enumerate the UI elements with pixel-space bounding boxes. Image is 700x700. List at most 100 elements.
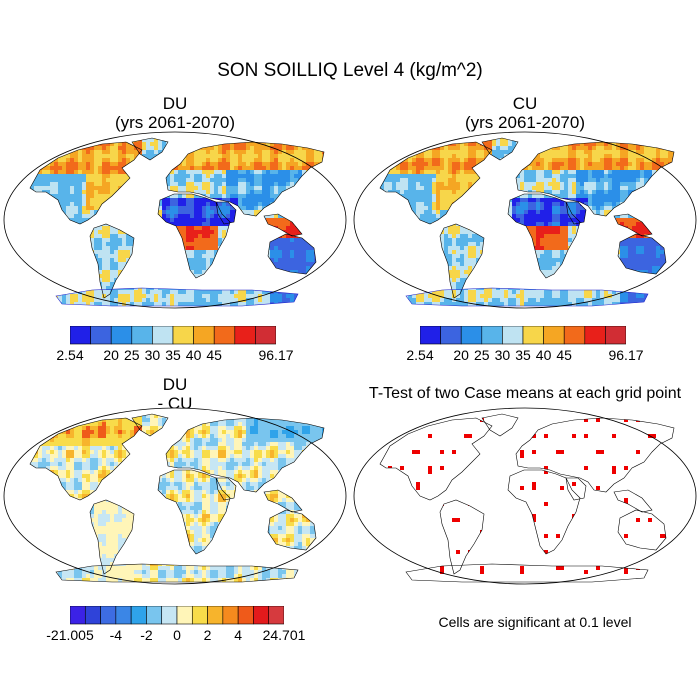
grid-cell <box>346 154 348 158</box>
grid-cell <box>496 138 500 142</box>
grid-cell <box>448 146 452 150</box>
grid-cell <box>278 154 282 158</box>
grid-cell <box>372 158 376 162</box>
grid-cell <box>246 194 250 198</box>
grid-cell <box>74 302 78 306</box>
grid-cell <box>254 210 258 214</box>
grid-cell <box>194 150 198 154</box>
grid-cell <box>182 298 186 302</box>
grid-cell <box>608 146 612 150</box>
grid-cell <box>50 178 54 182</box>
grid-cell <box>468 146 472 150</box>
grid-cell <box>472 142 476 146</box>
grid-cell <box>22 138 26 142</box>
grid-cell <box>376 134 380 138</box>
grid-cell <box>306 290 310 294</box>
globe-border <box>3 131 347 309</box>
grid-cell <box>338 190 342 194</box>
grid-cell <box>166 290 170 294</box>
grid-cell <box>448 130 452 134</box>
grid-cell <box>672 138 674 142</box>
grid-cell <box>278 150 282 154</box>
grid-cell <box>250 146 254 150</box>
grid-cell <box>428 142 432 146</box>
grid-cell <box>400 142 404 146</box>
grid-cell <box>290 166 294 170</box>
grid-cell <box>352 170 356 174</box>
grid-cell <box>580 174 584 178</box>
grid-cell <box>356 134 360 138</box>
grid-cell <box>604 162 608 166</box>
grid-cell <box>42 150 46 154</box>
grid-cell <box>210 154 214 158</box>
grid-cell <box>58 294 62 298</box>
grid-cell <box>420 170 424 174</box>
grid-cell <box>118 258 122 262</box>
grid-cell <box>258 178 262 182</box>
grid-cell <box>266 186 270 190</box>
grid-cell <box>346 270 348 274</box>
grid-cell <box>298 130 302 134</box>
grid-cell <box>202 242 206 246</box>
grid-cell <box>306 150 310 154</box>
grid-cell <box>126 306 130 310</box>
grid-cell <box>90 174 94 178</box>
grid-cell <box>298 170 302 174</box>
grid-cell <box>484 130 488 134</box>
grid-cell <box>262 162 266 166</box>
grid-cell <box>604 150 608 154</box>
grid-cell <box>42 134 46 138</box>
grid-cell <box>294 226 298 230</box>
grid-cell <box>82 294 86 298</box>
grid-cell <box>210 306 214 310</box>
grid-cell <box>98 270 102 274</box>
grid-cell <box>644 174 648 178</box>
grid-cell <box>178 206 182 210</box>
grid-cell <box>230 170 234 174</box>
grid-cell <box>114 162 118 166</box>
grid-cell <box>6 190 10 194</box>
grid-cell <box>30 274 34 278</box>
grid-cell <box>198 198 202 202</box>
grid-cell <box>182 202 186 206</box>
grid-cell <box>242 166 246 170</box>
grid-cell <box>18 282 22 286</box>
grid-cell <box>612 174 616 178</box>
grid-cell <box>620 150 624 154</box>
grid-cell <box>286 182 290 186</box>
grid-cell <box>664 154 668 158</box>
grid-cell <box>338 182 342 186</box>
grid-cell <box>206 242 210 246</box>
grid-cell <box>342 266 346 270</box>
grid-cell <box>460 174 464 178</box>
grid-cell <box>412 154 416 158</box>
grid-cell <box>58 178 62 182</box>
grid-cell <box>30 294 34 298</box>
grid-cell <box>664 162 668 166</box>
grid-cell <box>628 134 632 138</box>
grid-cell <box>644 146 648 150</box>
grid-cell <box>620 162 624 166</box>
grid-cell <box>6 166 10 170</box>
grid-cell <box>114 166 118 170</box>
grid-cell <box>290 306 294 310</box>
grid-cell <box>360 154 364 158</box>
grid-cell <box>274 302 278 306</box>
grid-cell <box>302 270 306 274</box>
grid-cell <box>648 146 652 150</box>
coastline-samerica <box>89 223 135 299</box>
grid-cell <box>14 298 18 302</box>
grid-cell <box>416 142 420 146</box>
grid-cell <box>346 286 348 290</box>
grid-cell <box>98 250 102 254</box>
grid-cell <box>314 150 318 154</box>
grid-cell <box>62 166 66 170</box>
grid-cell <box>376 138 380 142</box>
grid-cell <box>54 130 58 134</box>
grid-cell <box>684 158 688 162</box>
grid-cell <box>520 170 524 174</box>
grid-cell <box>548 158 552 162</box>
grid-cell <box>194 294 198 298</box>
grid-cell <box>258 170 262 174</box>
grid-cell <box>278 222 282 226</box>
